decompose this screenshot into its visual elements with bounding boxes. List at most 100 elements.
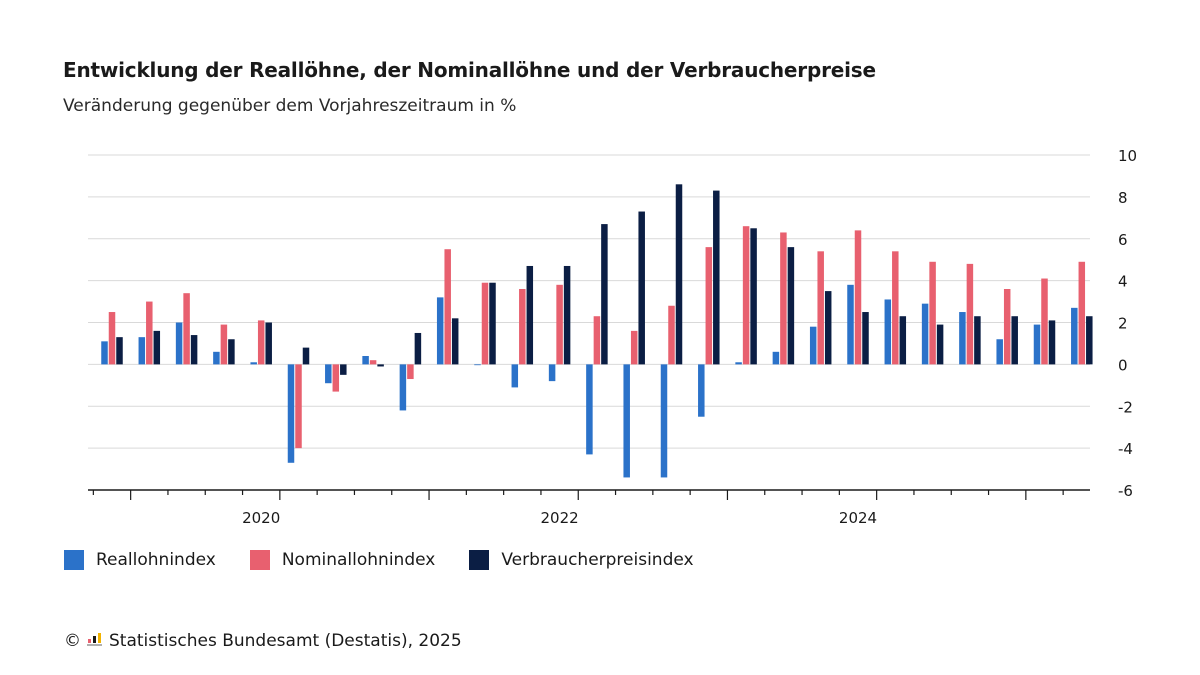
- bar-nominallohnindex-3[interactable]: [220, 324, 228, 365]
- bar-nominallohnindex-11[interactable]: [519, 289, 526, 365]
- bar-verbraucherpreisindex-12[interactable]: [563, 265, 571, 365]
- bar-nominallohnindex-2[interactable]: [183, 293, 190, 365]
- bar-chart: 10 8 6 4 2 0 -2 -4 -6 2020 2022 2024: [88, 147, 1137, 527]
- y-tick-label: -4: [1118, 440, 1133, 458]
- bar-verbraucherpreisindex-9[interactable]: [451, 318, 459, 365]
- bar-nominallohnindex-10[interactable]: [481, 282, 489, 365]
- bar-verbraucherpreisindex-20[interactable]: [862, 312, 869, 365]
- bar-nominallohnindex-6[interactable]: [332, 364, 340, 392]
- bar-reallohnindex-23[interactable]: [959, 312, 966, 365]
- bar-reallohnindex-24[interactable]: [996, 339, 1003, 365]
- bar-reallohnindex-14[interactable]: [623, 364, 630, 478]
- y-tick-label: 0: [1118, 356, 1128, 374]
- bar-reallohnindex-9[interactable]: [436, 297, 444, 365]
- y-tick-label: 8: [1118, 189, 1128, 207]
- bar-verbraucherpreisindex-17[interactable]: [750, 228, 757, 365]
- bar-reallohnindex-6[interactable]: [325, 364, 332, 384]
- bar-verbraucherpreisindex-21[interactable]: [899, 316, 907, 365]
- y-axis-tick-labels: 10 8 6 4 2 0 -2 -4 -6: [1118, 147, 1137, 500]
- bar-verbraucherpreisindex-26[interactable]: [1086, 316, 1093, 365]
- bar-reallohnindex-5[interactable]: [287, 364, 295, 463]
- bar-verbraucherpreisindex-23[interactable]: [974, 316, 981, 365]
- bar-reallohnindex-17[interactable]: [735, 362, 742, 365]
- bar-reallohnindex-1[interactable]: [138, 337, 146, 365]
- bar-verbraucherpreisindex-11[interactable]: [526, 265, 534, 365]
- bar-reallohnindex-4[interactable]: [250, 362, 257, 365]
- bar-reallohnindex-8[interactable]: [399, 364, 407, 411]
- bar-reallohnindex-20[interactable]: [847, 284, 854, 365]
- bar-reallohnindex-19[interactable]: [809, 326, 817, 365]
- y-tick-label: 10: [1118, 147, 1137, 165]
- bar-reallohnindex-7[interactable]: [362, 356, 369, 365]
- bar-verbraucherpreisindex-5[interactable]: [302, 347, 310, 365]
- bar-reallohnindex-2[interactable]: [175, 322, 183, 365]
- bar-nominallohnindex-21[interactable]: [892, 251, 899, 365]
- bar-reallohnindex-11[interactable]: [511, 364, 519, 388]
- bar-reallohnindex-3[interactable]: [213, 351, 220, 365]
- legend-swatch-nominallohnindex: [249, 550, 270, 570]
- bar-verbraucherpreisindex-4[interactable]: [265, 322, 272, 365]
- bar-verbraucherpreisindex-16[interactable]: [713, 190, 720, 365]
- legend-swatch-reallohnindex: [64, 550, 84, 570]
- bar-nominallohnindex-1[interactable]: [146, 301, 153, 365]
- bar-reallohnindex-22[interactable]: [921, 303, 929, 365]
- bar-nominallohnindex-17[interactable]: [742, 226, 750, 365]
- bar-nominallohnindex-12[interactable]: [556, 284, 563, 365]
- chart-title: Entwicklung der Reallöhne, der Nominallö…: [63, 58, 876, 82]
- bar-nominallohnindex-22[interactable]: [929, 261, 936, 365]
- bar-reallohnindex-26[interactable]: [1071, 307, 1078, 365]
- bar-verbraucherpreisindex-8[interactable]: [414, 332, 422, 365]
- chart-subtitle: Veränderung gegenüber dem Vorjahreszeitr…: [63, 96, 517, 116]
- bar-verbraucherpreisindex-25[interactable]: [1048, 320, 1056, 365]
- chart-bars: [101, 184, 1093, 478]
- bar-nominallohnindex-14[interactable]: [630, 330, 638, 365]
- x-tick-label: 2020: [242, 509, 280, 527]
- bar-verbraucherpreisindex-6[interactable]: [340, 364, 347, 375]
- bar-verbraucherpreisindex-15[interactable]: [675, 184, 683, 365]
- bar-nominallohnindex-7[interactable]: [369, 360, 377, 365]
- bar-nominallohnindex-18[interactable]: [780, 232, 787, 365]
- bar-verbraucherpreisindex-19[interactable]: [824, 291, 832, 365]
- bar-nominallohnindex-9[interactable]: [444, 249, 451, 365]
- bar-reallohnindex-0[interactable]: [101, 341, 108, 365]
- legend-item-nominallohnindex[interactable]: Nominallohnindex: [249, 550, 435, 570]
- bar-nominallohnindex-13[interactable]: [593, 316, 601, 365]
- x-tick-label: 2024: [839, 509, 877, 527]
- bar-nominallohnindex-20[interactable]: [854, 230, 862, 365]
- y-tick-label: 2: [1118, 315, 1128, 333]
- bar-nominallohnindex-24[interactable]: [1003, 289, 1011, 365]
- bar-nominallohnindex-26[interactable]: [1078, 261, 1086, 365]
- bar-reallohnindex-10[interactable]: [474, 364, 481, 366]
- bar-reallohnindex-16[interactable]: [698, 364, 705, 417]
- bar-nominallohnindex-5[interactable]: [295, 364, 302, 449]
- legend-item-verbraucherpreisindex[interactable]: Verbraucherpreisindex: [469, 550, 694, 570]
- bar-nominallohnindex-25[interactable]: [1041, 278, 1048, 365]
- bar-verbraucherpreisindex-3[interactable]: [228, 339, 235, 365]
- bar-reallohnindex-12[interactable]: [548, 364, 556, 382]
- legend-item-reallohnindex[interactable]: Reallohnindex: [64, 550, 216, 570]
- bar-verbraucherpreisindex-13[interactable]: [601, 224, 608, 365]
- bar-verbraucherpreisindex-18[interactable]: [787, 247, 795, 365]
- legend-label-verbraucherpreisindex: Verbraucherpreisindex: [501, 550, 694, 570]
- bar-verbraucherpreisindex-0[interactable]: [116, 337, 123, 365]
- bar-reallohnindex-15[interactable]: [660, 364, 668, 478]
- bar-nominallohnindex-19[interactable]: [817, 251, 824, 365]
- bar-nominallohnindex-15[interactable]: [668, 305, 675, 365]
- bar-nominallohnindex-0[interactable]: [108, 312, 116, 365]
- bar-reallohnindex-21[interactable]: [884, 299, 892, 365]
- bar-verbraucherpreisindex-24[interactable]: [1011, 316, 1018, 365]
- bar-verbraucherpreisindex-7[interactable]: [377, 364, 384, 367]
- bar-nominallohnindex-4[interactable]: [257, 320, 265, 365]
- bar-nominallohnindex-23[interactable]: [966, 263, 974, 365]
- bar-reallohnindex-13[interactable]: [586, 364, 593, 455]
- bar-verbraucherpreisindex-22[interactable]: [936, 324, 944, 365]
- bar-reallohnindex-25[interactable]: [1033, 324, 1041, 365]
- bar-nominallohnindex-16[interactable]: [705, 247, 713, 365]
- bar-reallohnindex-18[interactable]: [772, 351, 780, 365]
- bar-verbraucherpreisindex-14[interactable]: [638, 211, 645, 365]
- y-tick-label: -6: [1118, 482, 1133, 500]
- bar-nominallohnindex-8[interactable]: [407, 364, 414, 380]
- bar-verbraucherpreisindex-1[interactable]: [153, 330, 161, 365]
- bar-verbraucherpreisindex-2[interactable]: [190, 335, 198, 365]
- bar-verbraucherpreisindex-10[interactable]: [489, 282, 496, 365]
